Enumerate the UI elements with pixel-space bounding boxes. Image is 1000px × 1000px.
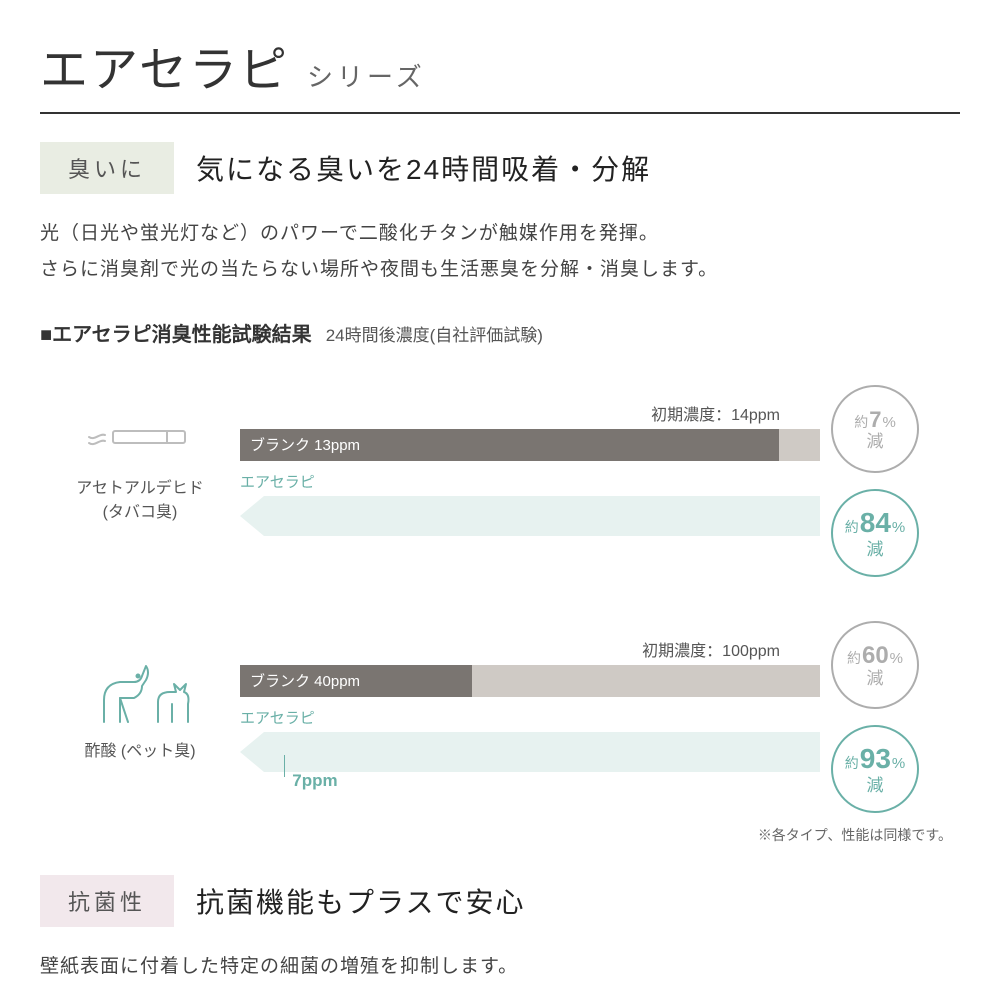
callout-line xyxy=(284,755,285,777)
product-name-label: エアセラピ xyxy=(240,471,820,492)
badge-column: 約 7 % 減 約 84 % 減 xyxy=(820,359,930,577)
callout-value: 7ppm xyxy=(292,771,337,791)
tag-antibacterial: 抗菌性 xyxy=(40,875,174,927)
reduction-badge-product: 約 84 % 減 xyxy=(831,489,919,577)
cigarette-icon xyxy=(85,411,195,471)
section2-headline: 抗菌機能もプラスで安心 xyxy=(196,881,525,921)
product-arrow-bar: 2.3ppm xyxy=(240,496,820,536)
blank-bar: ブランク 40ppm xyxy=(240,665,820,697)
chart-acetic-acid: 酢酸 (ペット臭) 初期濃度：100ppm ブランク 40ppm エアセラピ 7… xyxy=(40,595,960,813)
product-arrow-bar xyxy=(240,732,820,772)
section2-header: 抗菌性 抗菌機能もプラスで安心 xyxy=(40,875,960,927)
blank-bar: ブランク 13ppm xyxy=(240,429,820,461)
divider xyxy=(40,112,960,114)
section2-body: 壁紙表面に付着した特定の細菌の増殖を抑制します。 xyxy=(40,949,960,985)
chart-acetaldehyde: アセトアルデヒド (タバコ臭) 初期濃度：14ppm ブランク 13ppm エア… xyxy=(40,359,960,577)
icon-column: アセトアルデヒド (タバコ臭) xyxy=(40,411,240,525)
icon-label: アセトアルデヒド (タバコ臭) xyxy=(76,477,204,525)
main-title: エアセラピ xyxy=(40,30,289,100)
series-label: シリーズ xyxy=(307,57,426,94)
blank-bar-fill: ブランク 40ppm xyxy=(240,665,472,697)
icon-column: 酢酸 (ペット臭) xyxy=(40,644,240,764)
section1-body: 光（日光や蛍光灯など）のパワーで二酸化チタンが触媒作用を発揮。 さらに消臭剤で光… xyxy=(40,216,960,288)
reduction-badge-blank: 約 60 % 減 xyxy=(831,621,919,709)
badge-column: 約 60 % 減 約 93 % 減 xyxy=(820,595,930,813)
chart-footnote: ※各タイプ、性能は同様です。 xyxy=(40,825,960,845)
icon-label: 酢酸 (ペット臭) xyxy=(84,740,195,764)
body-line: 光（日光や蛍光灯など）のパワーで二酸化チタンが触媒作用を発揮。 xyxy=(40,216,960,252)
chart-title: ■エアセラピ消臭性能試験結果 xyxy=(40,318,312,347)
initial-concentration-label: 初期濃度：100ppm xyxy=(642,637,780,661)
bars-column: 初期濃度：14ppm ブランク 13ppm エアセラピ 2.3ppm xyxy=(240,401,820,536)
blank-bar-fill: ブランク 13ppm xyxy=(240,429,779,461)
section1-headline: 気になる臭いを24時間吸着・分解 xyxy=(196,148,651,188)
reduction-badge-blank: 約 7 % 減 xyxy=(831,385,919,473)
tag-odor: 臭いに xyxy=(40,142,174,194)
section1-header: 臭いに 気になる臭いを24時間吸着・分解 xyxy=(40,142,960,194)
pets-icon xyxy=(80,644,200,734)
chart-title-row: ■エアセラピ消臭性能試験結果 24時間後濃度(自社評価試験) xyxy=(40,318,960,347)
reduction-badge-product: 約 93 % 減 xyxy=(831,725,919,813)
bars-column: 初期濃度：100ppm ブランク 40ppm エアセラピ 7ppm xyxy=(240,637,820,772)
initial-concentration-label: 初期濃度：14ppm xyxy=(651,401,780,425)
body-line: さらに消臭剤で光の当たらない場所や夜間も生活悪臭を分解・消臭します。 xyxy=(40,252,960,288)
chart-title-sub: 24時間後濃度(自社評価試験) xyxy=(326,321,543,346)
product-name-label: エアセラピ xyxy=(240,707,820,728)
title-row: エアセラピ シリーズ xyxy=(40,30,960,100)
